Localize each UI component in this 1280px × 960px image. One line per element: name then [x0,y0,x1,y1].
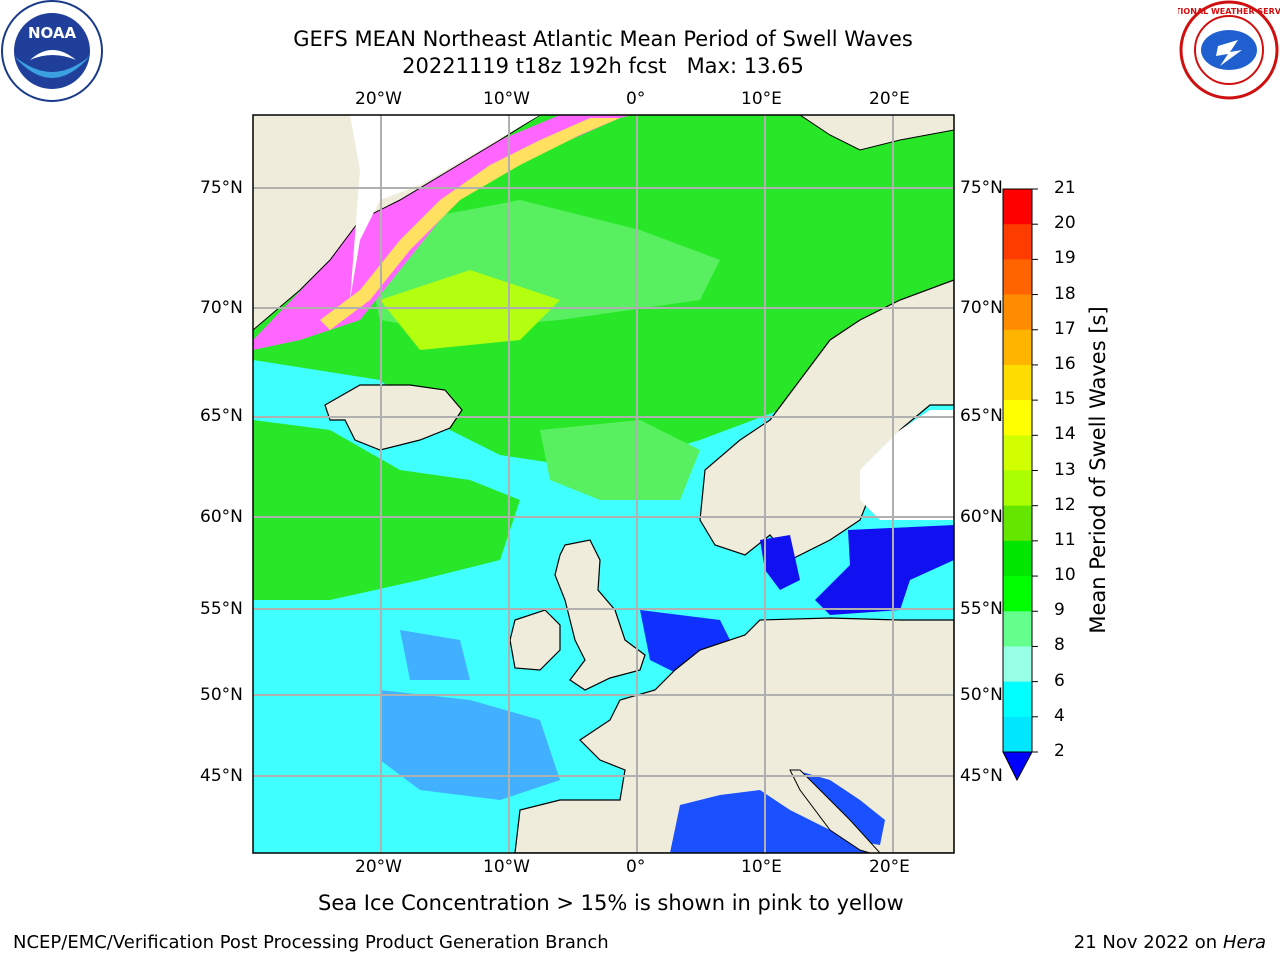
colorbar-tick-label: 15 [1054,389,1076,410]
swell-max-patch [380,270,560,350]
lat-label-left-60n: 60°N [200,507,243,527]
lon-label-bottom-10w: 10°W [483,857,530,877]
lat-label-right-65n: 65°N [960,406,1003,426]
lon-label-bottom-10e: 10°E [741,857,782,877]
lat-label-right-45n: 45°N [960,766,1003,786]
lon-label-top-0: 0° [626,89,646,109]
colorbar-segment [1003,611,1032,647]
lat-label-right-75n: 75°N [960,178,1003,198]
colorbar-tick-label: 14 [1054,424,1076,445]
kattegat [760,535,800,590]
lat-label-right-70n: 70°N [960,298,1003,318]
lat-label-left-50n: 50°N [200,685,243,705]
lat-label-left-65n: 65°N [200,406,243,426]
swell-low-patch-1 [380,690,560,800]
colorbar-tick-marks [1032,188,1038,753]
greenland-ice [350,115,540,300]
colorbar-segment [1003,646,1032,683]
colorbar-tick-label: 9 [1054,600,1065,621]
graticule [253,115,954,853]
svalbard-land [799,115,954,151]
lat-label-left-55n: 55°N [200,599,243,619]
sea-ice-note: Sea Ice Concentration > 15% is shown in … [318,891,904,915]
colorbar-segment [1003,189,1032,225]
chart-title-line2: 20221119 t18z 192h fcst Max: 13.65 [402,54,804,78]
baltic-sea [815,525,954,615]
colorbar-segment [1003,329,1032,366]
colorbar-tick-label: 21 [1054,178,1076,198]
colorbar-tick-label: 10 [1054,565,1076,586]
lat-label-left-75n: 75°N [200,178,243,198]
colorbar-tick-label: 6 [1054,670,1065,691]
colorbar-segment [1003,681,1032,718]
noaa-logo: NOAA [0,0,105,104]
colorbar-extend-arrow [1002,751,1033,782]
nws-logo: NATIONAL WEATHER SERVICE [1163,0,1280,100]
nws-logo-text: NATIONAL WEATHER SERVICE [1178,7,1280,16]
colorbar-tick-label: 11 [1054,529,1076,550]
lon-label-bottom-20w: 20°W [355,857,402,877]
noaa-logo-text: NOAA [28,24,77,42]
great-britain-land [554,539,646,691]
baltic-ice-gulf [860,410,954,520]
footer-machine: Hera [1222,932,1266,953]
swell-low-patch-2 [400,630,470,680]
lat-label-left-45n: 45°N [200,766,243,786]
lat-label-right-50n: 50°N [960,685,1003,705]
lon-label-bottom-0: 0° [626,857,646,877]
lon-label-top-10w: 10°W [483,89,530,109]
colorbar-tick-label: 16 [1054,353,1076,374]
colorbar [1003,189,1032,753]
lon-label-top-20w: 20°W [355,89,402,109]
colorbar-tick-label: 8 [1054,635,1065,656]
colorbar-tick-label: 2 [1054,741,1065,761]
colorbar-segment [1003,224,1032,260]
map-panel [253,115,954,853]
colorbar-segment [1003,576,1032,612]
swell-patch-central [540,420,700,500]
lat-label-left-70n: 70°N [200,298,243,318]
mediterranean-sea [670,790,870,853]
colorbar-label: Mean Period of Swell Waves [s] [1086,306,1110,634]
colorbar-segment [1003,259,1032,296]
footer-producer: NCEP/EMC/Verification Post Processing Pr… [13,932,609,953]
footer-date: 21 Nov 2022 on Hera [1074,932,1266,953]
lat-label-right-55n: 55°N [960,599,1003,619]
chart-title-line1: GEFS MEAN Northeast Atlantic Mean Period… [293,27,913,51]
italy-land [789,769,881,853]
colorbar-tick-label: 12 [1054,494,1076,515]
lon-label-top-20e: 20°E [869,89,910,109]
swell-band-west [253,420,520,600]
colorbar-tick-label: 4 [1054,705,1065,726]
colorbar-segment [1003,364,1032,401]
colorbar-tick-label: 13 [1054,459,1076,480]
map-frame [252,114,955,854]
colorbar-tick-label: 18 [1054,283,1076,304]
colorbar-tick-label: 20 [1054,213,1076,234]
colorbar-tick-label: 17 [1054,318,1076,339]
colorbar-segment [1003,470,1032,507]
lon-label-bottom-20e: 20°E [869,857,910,877]
sea-ice-pink [253,115,632,350]
ireland-land [509,609,561,671]
footer-date-text: 21 Nov 2022 on [1073,932,1218,953]
colorbar-segment [1003,400,1032,436]
lat-label-right-60n: 60°N [960,507,1003,527]
colorbar-segment [1003,716,1032,753]
colorbar-segment [1003,294,1032,331]
colorbar-segment [1003,540,1032,577]
lon-label-top-10e: 10°E [741,89,782,109]
colorbar-segment [1003,505,1032,542]
colorbar-tick-label: 19 [1054,248,1076,269]
colorbar-segment [1003,435,1032,471]
